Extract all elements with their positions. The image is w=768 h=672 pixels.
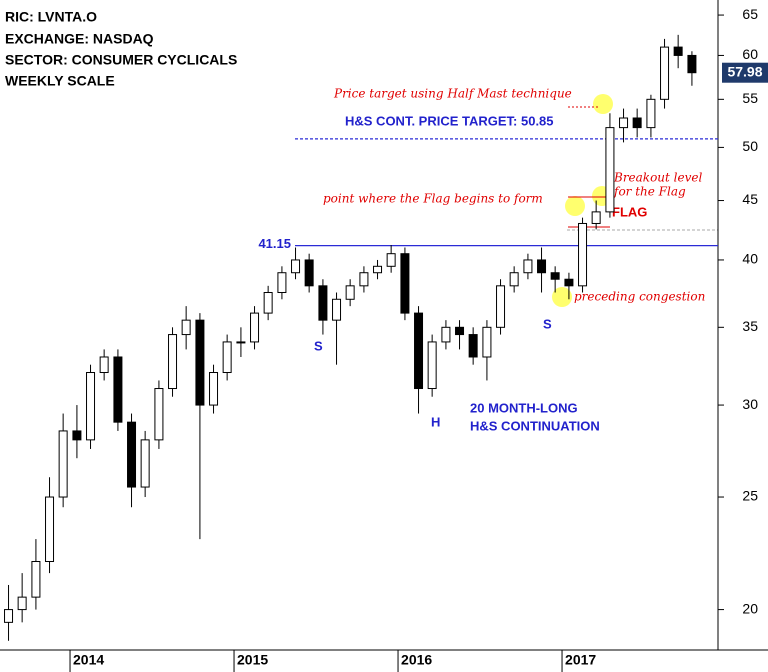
annotation: for the Flag — [613, 185, 686, 199]
candle-body — [455, 326, 465, 336]
candle-body — [632, 117, 642, 129]
candle-body — [99, 356, 109, 374]
y-tick-label: 60 — [742, 46, 758, 62]
candle-body — [441, 326, 451, 343]
candle-body — [168, 334, 178, 390]
highlight-circle — [552, 287, 572, 307]
y-tick-label: 40 — [742, 251, 758, 267]
candle-body — [646, 98, 656, 129]
info-line: WEEKLY SCALE — [5, 73, 115, 89]
candle-body — [386, 253, 396, 267]
candle-body — [45, 496, 55, 563]
candle-body — [605, 127, 615, 213]
candle-body — [414, 312, 424, 390]
candle-body — [291, 259, 301, 274]
candle-body — [250, 312, 260, 343]
candle-body — [181, 319, 191, 336]
info-line: EXCHANGE: NASDAQ — [5, 31, 154, 47]
annotation: preceding congestion — [574, 290, 705, 304]
pattern-label: H — [431, 414, 440, 429]
candle-body — [359, 272, 369, 287]
candle-body — [523, 259, 533, 274]
annotation: H&S CONTINUATION — [470, 418, 600, 433]
candle-body — [468, 334, 478, 358]
candle-body — [564, 278, 574, 287]
last-price-box — [722, 62, 768, 83]
support-label: 41.15 — [258, 236, 291, 251]
candle-body — [277, 272, 287, 294]
annotation: Breakout level — [613, 171, 702, 185]
candle-body — [496, 285, 506, 328]
candle-body — [72, 430, 82, 441]
candle-body — [537, 259, 547, 274]
candle-body — [236, 341, 246, 344]
candle-body — [550, 272, 560, 280]
annotation: 20 MONTH-LONG — [470, 400, 578, 415]
y-tick-label: 20 — [742, 600, 758, 616]
y-tick-label: 30 — [742, 396, 758, 412]
x-tick-label: 2016 — [401, 652, 432, 668]
candle-body — [140, 439, 150, 488]
candle-body — [58, 430, 68, 498]
x-tick-label: 2017 — [565, 652, 596, 668]
candle-body — [209, 372, 219, 406]
candle-body — [318, 285, 328, 321]
candle-body — [86, 372, 96, 441]
highlight-circle — [565, 196, 585, 216]
candle-body — [509, 272, 519, 287]
candle-body — [591, 211, 601, 224]
candle-body — [687, 54, 697, 74]
y-tick-label: 55 — [742, 90, 758, 106]
highlight-circle — [593, 94, 613, 114]
candle-body — [154, 388, 164, 441]
candle-body — [113, 356, 123, 423]
info-line: RIC: LVNTA.O — [5, 9, 97, 25]
candle-body — [304, 259, 314, 287]
candle-body — [17, 596, 27, 611]
y-tick-label: 25 — [742, 488, 758, 504]
candle-body — [332, 298, 342, 321]
candle-body — [482, 326, 492, 358]
candle-body — [222, 341, 232, 374]
candle-body — [127, 421, 137, 488]
highlights — [552, 94, 718, 307]
candle-body — [4, 609, 14, 623]
candle-body — [195, 319, 205, 406]
candle-body — [373, 265, 383, 274]
y-tick-label: 65 — [742, 6, 758, 22]
annotation: FLAG — [612, 204, 647, 219]
y-tick-label: 45 — [742, 191, 758, 207]
candle-body — [619, 117, 629, 129]
candle-body — [673, 46, 683, 56]
candle-body — [578, 222, 588, 287]
x-tick-label: 2015 — [237, 652, 268, 668]
candle-body — [31, 561, 41, 598]
candle-body — [263, 292, 273, 314]
last-price-label: 57.98 — [727, 63, 762, 79]
annotation: point where the Flag begins to form — [323, 192, 543, 206]
annotation: Price target using Half Mast technique — [333, 87, 572, 101]
y-tick-label: 50 — [742, 138, 758, 154]
candle-body — [400, 253, 410, 314]
candle-body — [345, 285, 355, 300]
y-tick-label: 35 — [742, 318, 758, 334]
info-line: SECTOR: CONSUMER CYCLICALS — [5, 52, 237, 68]
annotation: H&S CONT. PRICE TARGET: 50.85 — [345, 113, 554, 128]
candle-body — [427, 341, 437, 390]
pattern-label: S — [314, 338, 323, 353]
candle-body — [660, 46, 670, 100]
pattern-label: S — [543, 316, 552, 331]
x-tick-label: 2014 — [73, 652, 104, 668]
